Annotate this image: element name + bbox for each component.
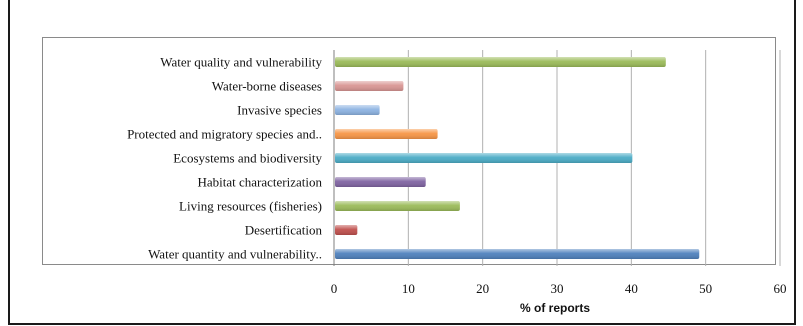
bar-sheen-8 <box>335 249 700 259</box>
x-tick-label-1: 10 <box>402 281 415 296</box>
category-label-0: Water quality and vulnerability <box>160 55 322 70</box>
x-tick-label-2: 20 <box>476 281 489 296</box>
x-tick-label-4: 40 <box>625 281 638 296</box>
x-tick-label-5: 50 <box>699 281 712 296</box>
category-label-3: Protected and migratory species and.. <box>127 127 322 142</box>
bar-sheen-3 <box>335 129 438 139</box>
x-tick-label-0: 0 <box>331 281 338 296</box>
category-label-6: Living resources (fisheries) <box>179 199 322 214</box>
bar-sheen-4 <box>335 153 633 163</box>
bar-sheen-6 <box>335 201 460 211</box>
x-tick-label-6: 60 <box>774 281 787 296</box>
category-label-8: Water quantity and vulnerability.. <box>148 247 322 262</box>
chart-area-border <box>42 37 776 265</box>
bar-sheen-0 <box>335 57 666 67</box>
category-label-7: Desertification <box>245 223 323 238</box>
category-label-5: Habitat characterization <box>197 175 322 190</box>
bar-sheen-2 <box>335 105 380 115</box>
category-labels: Water quality and vulnerability Water-bor… <box>127 55 322 262</box>
category-label-1: Water-borne diseases <box>212 79 322 94</box>
x-tick-label-3: 30 <box>551 281 564 296</box>
bar-sheen-7 <box>335 225 358 235</box>
bars <box>335 57 700 259</box>
category-label-2: Invasive species <box>237 103 322 118</box>
x-axis-label: % of reports <box>520 301 590 315</box>
bar-sheen-5 <box>335 177 426 187</box>
figure-frame <box>8 0 796 325</box>
x-tick-labels: 0 10 20 30 40 50 60 <box>331 281 787 296</box>
category-label-4: Ecosystems and biodiversity <box>173 151 322 166</box>
bar-sheen-1 <box>335 81 404 91</box>
